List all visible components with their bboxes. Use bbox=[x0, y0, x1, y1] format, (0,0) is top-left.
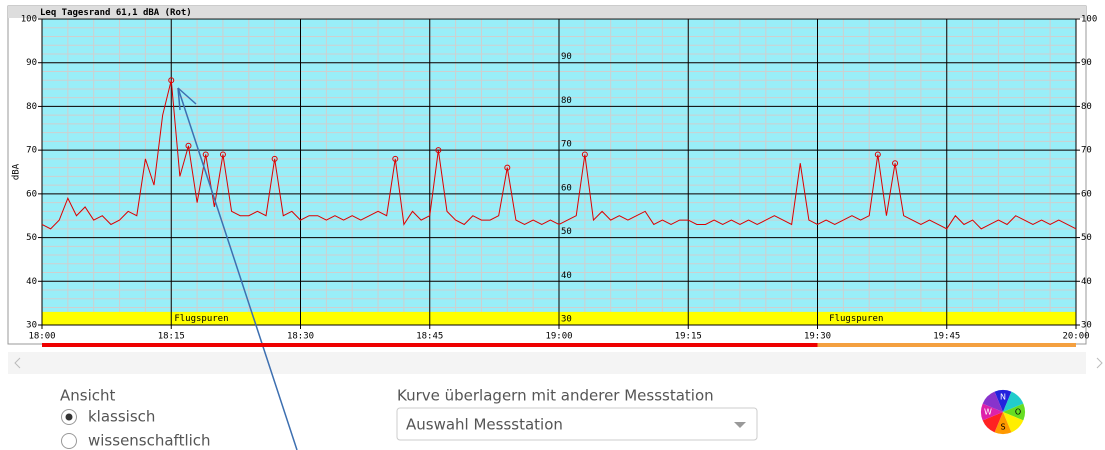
overlay-label: Kurve überlagern mit anderer Messstation bbox=[397, 387, 714, 405]
y-axis-label: dBA bbox=[12, 163, 22, 180]
y-tick-label-right: 30 bbox=[1081, 321, 1092, 331]
mid-y-tick-label: 50 bbox=[561, 227, 572, 237]
radio[interactable] bbox=[61, 433, 77, 449]
y-tick-label: 90 bbox=[26, 58, 37, 68]
compass-slice bbox=[1003, 403, 1025, 421]
annotation-arrow bbox=[177, 87, 298, 450]
x-tick-label: 19:30 bbox=[804, 332, 831, 342]
station-select[interactable] bbox=[396, 407, 758, 441]
y-tick-label-right: 40 bbox=[1081, 277, 1092, 287]
compass-letter: O bbox=[1015, 408, 1021, 417]
noise-curve bbox=[41, 80, 1077, 230]
x-tick-label: 18:15 bbox=[158, 332, 185, 342]
compass-slice bbox=[994, 412, 1012, 434]
plot-border bbox=[41, 18, 1077, 326]
flight-track-label: Flugspuren bbox=[829, 314, 883, 324]
x-tick-label: 18:00 bbox=[28, 332, 55, 342]
peak-marker bbox=[168, 77, 175, 84]
flight-track-label: Flugspuren bbox=[174, 314, 228, 324]
scroll-right[interactable] bbox=[1096, 357, 1103, 369]
peak-marker bbox=[392, 155, 399, 162]
compass-letter: N bbox=[1000, 393, 1006, 402]
mid-y-tick-label: 40 bbox=[561, 271, 572, 281]
radio-label: wissenschaftlich bbox=[88, 432, 211, 450]
x-tick-label: 20:00 bbox=[1062, 332, 1089, 342]
radio-label: klassisch bbox=[88, 408, 155, 426]
y-tick-label-right: 90 bbox=[1081, 58, 1092, 68]
title-strip bbox=[8, 6, 1086, 18]
mid-y-tick-label: 90 bbox=[561, 52, 572, 62]
view-label: Ansicht bbox=[60, 387, 116, 405]
y-tick-label: 70 bbox=[26, 146, 37, 156]
compass-slice bbox=[1003, 391, 1024, 412]
x-tick-label: 19:15 bbox=[675, 332, 702, 342]
compass-slice bbox=[1003, 412, 1024, 433]
x-tick-label: 18:45 bbox=[416, 332, 443, 342]
y-tick-label: 30 bbox=[26, 321, 37, 331]
scrollbar[interactable] bbox=[8, 352, 1086, 374]
plot: Flugspuren Flugspuren 18:00 18:15 18:30 18:45… bbox=[21, 15, 1098, 342]
y-tick-label: 50 bbox=[26, 233, 37, 243]
peak-marker bbox=[185, 142, 192, 149]
mid-y-tick-label: 30 bbox=[561, 315, 572, 325]
mid-y-tick-label: 70 bbox=[561, 140, 572, 150]
compass-slice bbox=[982, 412, 1003, 433]
coverage-bar bbox=[817, 343, 1076, 347]
y-tick-label-right: 70 bbox=[1081, 146, 1092, 156]
y-tick-label-right: 80 bbox=[1081, 102, 1092, 112]
compass[interactable]: NO SW bbox=[981, 390, 1025, 434]
station-placeholder: Auswahl Messstation bbox=[406, 416, 563, 434]
peak-marker bbox=[435, 147, 442, 154]
arrow-head bbox=[177, 87, 197, 111]
y-tick-label-right: 60 bbox=[1081, 189, 1092, 199]
y-tick-label: 80 bbox=[26, 102, 37, 112]
y-tick-label: 40 bbox=[26, 277, 37, 287]
y-tick-label: 60 bbox=[26, 189, 37, 199]
mid-y-tick-label: 60 bbox=[561, 183, 572, 193]
compass-letter: W bbox=[984, 408, 992, 417]
peak-marker bbox=[504, 164, 511, 171]
coverage-bar bbox=[42, 343, 818, 347]
peak-marker bbox=[581, 151, 588, 158]
chart-title: Leq Tagesrand 61,1 dBA (Rot) bbox=[40, 8, 192, 18]
compass-slice bbox=[994, 390, 1012, 412]
y-tick-label-right: 50 bbox=[1081, 233, 1092, 243]
radio-dot bbox=[65, 413, 73, 421]
peak-marker bbox=[271, 155, 278, 162]
compass-slice bbox=[982, 391, 1003, 412]
compass-slice bbox=[981, 403, 1003, 421]
peak-marker bbox=[892, 160, 899, 167]
mid-y-tick-label: 80 bbox=[561, 96, 572, 106]
peak-marker bbox=[219, 151, 226, 158]
y-tick-label-right: 100 bbox=[1081, 15, 1097, 25]
peak-marker bbox=[202, 151, 209, 158]
x-tick-label: 19:00 bbox=[545, 332, 572, 342]
peak-marker bbox=[874, 151, 881, 158]
x-tick-label: 18:30 bbox=[287, 332, 314, 342]
scroll-left[interactable] bbox=[14, 357, 21, 369]
y-tick-label: 100 bbox=[21, 15, 37, 25]
x-tick-label: 19:45 bbox=[933, 332, 960, 342]
compass-letter: S bbox=[1000, 423, 1005, 432]
select-caret bbox=[734, 422, 746, 428]
